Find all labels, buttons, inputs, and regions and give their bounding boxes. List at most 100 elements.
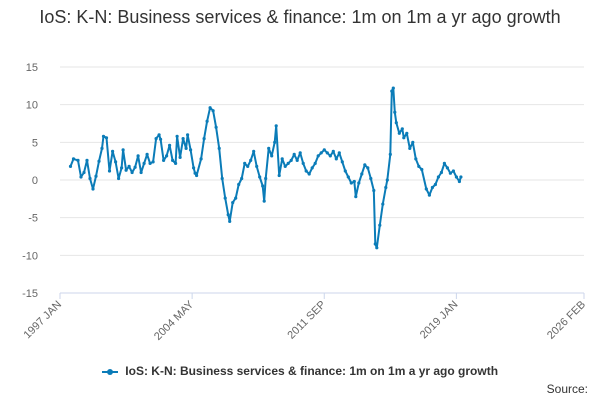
data-point [186, 133, 190, 137]
data-point [340, 160, 344, 164]
series-line [69, 87, 462, 249]
data-point [79, 175, 83, 179]
data-point [255, 164, 259, 168]
data-point [184, 146, 188, 150]
data-point [408, 146, 412, 150]
chart-title: IoS: K-N: Business services & finance: 1… [39, 7, 561, 27]
data-point [199, 157, 203, 161]
data-point [121, 148, 125, 152]
source-label: Source: [546, 382, 588, 396]
data-point [343, 169, 347, 173]
data-point [337, 151, 341, 155]
data-point [346, 175, 350, 179]
data-point [264, 176, 268, 181]
data-point [448, 171, 452, 175]
data-point [384, 185, 388, 190]
data-point [373, 242, 377, 246]
data-point [405, 131, 409, 135]
data-point [208, 106, 212, 110]
data-point [427, 193, 431, 197]
data-point [439, 170, 443, 175]
y-tick-label: 15 [26, 62, 38, 74]
data-point [165, 154, 169, 158]
series-layer [68, 86, 463, 250]
data-point [277, 173, 281, 178]
data-point [420, 167, 424, 172]
data-point [360, 172, 364, 176]
data-point [130, 170, 134, 175]
data-point [363, 163, 367, 167]
data-point [307, 172, 311, 176]
data-point [178, 155, 182, 159]
data-point [442, 161, 446, 165]
data-point [223, 196, 227, 200]
y-tick-label: -5 [28, 213, 38, 225]
data-point [391, 86, 395, 90]
data-point [417, 164, 421, 168]
data-point [457, 179, 461, 184]
data-point [274, 124, 278, 128]
data-point [331, 149, 335, 153]
data-point [262, 199, 266, 203]
data-point [124, 168, 128, 172]
data-point [175, 134, 179, 138]
data-point [171, 158, 175, 162]
data-point [228, 219, 232, 223]
data-point [394, 121, 398, 125]
data-point [430, 185, 434, 190]
data-point [304, 169, 308, 173]
data-point [313, 161, 317, 165]
data-point [366, 166, 370, 170]
data-point [195, 173, 199, 178]
data-point [246, 164, 250, 168]
data-point [369, 176, 373, 181]
data-point [400, 127, 404, 131]
data-point [127, 164, 131, 168]
y-tick-label: -15 [22, 288, 38, 300]
data-point [252, 149, 256, 153]
data-point [378, 223, 382, 227]
legend-label: IoS: K-N: Business services & finance: 1… [125, 364, 499, 378]
data-point [436, 175, 440, 179]
x-tick-label: 1997 JAN [21, 299, 64, 342]
data-point [414, 157, 418, 161]
legend[interactable]: IoS: K-N: Business services & finance: 1… [0, 364, 600, 378]
data-point [202, 137, 206, 141]
data-point [240, 176, 244, 181]
data-point [94, 174, 98, 178]
data-point [385, 178, 389, 182]
data-point [328, 154, 332, 158]
data-point [151, 160, 155, 164]
data-point [211, 109, 215, 113]
data-point [82, 170, 86, 175]
data-point [68, 164, 73, 168]
data-point [100, 146, 104, 150]
data-point [157, 133, 161, 137]
data-point [71, 157, 76, 161]
data-point [349, 181, 353, 185]
data-point [411, 140, 415, 144]
data-point [189, 148, 193, 152]
data-point [325, 151, 329, 155]
data-point [301, 161, 305, 165]
y-tick-label: -10 [22, 250, 38, 262]
data-point [390, 89, 394, 93]
y-tick-label: 5 [32, 137, 38, 149]
data-point [280, 157, 284, 161]
data-point [270, 154, 274, 158]
data-point [136, 154, 140, 158]
data-point [192, 166, 196, 170]
data-point [220, 176, 224, 181]
data-point [316, 154, 320, 158]
data-point [357, 181, 361, 185]
data-point [433, 182, 437, 187]
data-point [181, 137, 185, 141]
data-point [145, 152, 149, 156]
data-point [234, 196, 238, 200]
data-point [88, 176, 92, 181]
data-point [372, 188, 376, 193]
data-point [310, 166, 314, 170]
data-point [91, 187, 95, 191]
